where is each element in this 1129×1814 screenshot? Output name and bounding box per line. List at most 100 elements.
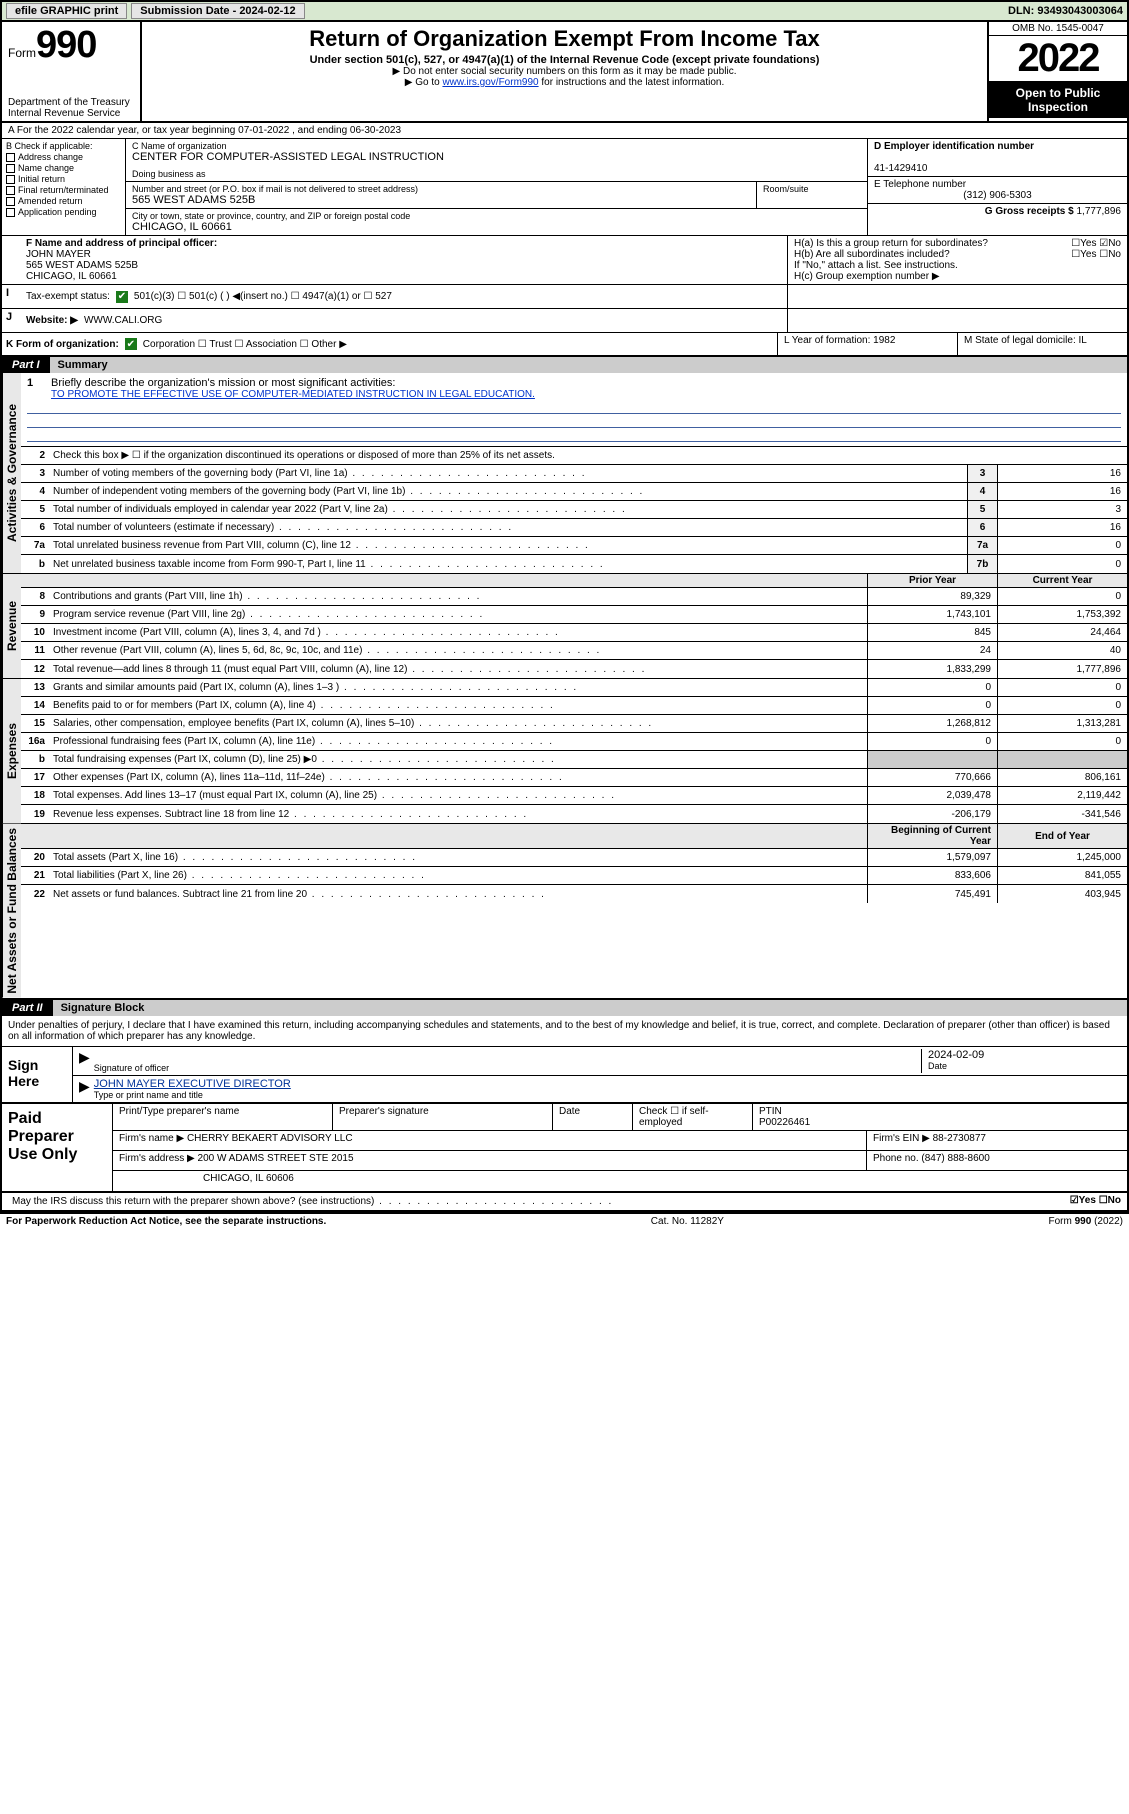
- j-lbl: J: [2, 309, 22, 332]
- ln-box: 7a: [967, 537, 997, 554]
- h-box: H(a) Is this a group return for subordin…: [787, 236, 1127, 284]
- cy-val: 1,753,392: [997, 606, 1127, 623]
- firm-ein: 88-2730877: [933, 1133, 986, 1144]
- checkbox[interactable]: [6, 164, 15, 173]
- ln-txt: Number of voting members of the governin…: [49, 467, 967, 480]
- py-val: 1,579,097: [867, 849, 997, 866]
- irs-label: Internal Revenue Service: [8, 108, 134, 119]
- checkbox[interactable]: [6, 208, 15, 217]
- declaration: Under penalties of perjury, I declare th…: [2, 1016, 1127, 1047]
- dln: DLN: 93493043003064: [1008, 5, 1123, 17]
- row-bcd: B Check if applicable: Address changeNam…: [2, 139, 1127, 236]
- website[interactable]: WWW.CALI.ORG: [84, 315, 162, 326]
- ln-txt: Total fundraising expenses (Part IX, col…: [49, 753, 867, 766]
- py-val: 845: [867, 624, 997, 641]
- submission-btn[interactable]: Submission Date - 2024-02-12: [131, 3, 304, 19]
- ptin: P00226461: [759, 1117, 810, 1128]
- sign-date: 2024-02-09: [928, 1049, 1121, 1061]
- cy-val: 1,777,896: [997, 660, 1127, 678]
- gross: 1,777,896: [1077, 206, 1122, 217]
- eoy-hdr: End of Year: [997, 824, 1127, 848]
- py-val: 0: [867, 697, 997, 714]
- corp-check[interactable]: ✔: [125, 338, 137, 350]
- ln-txt: Revenue less expenses. Subtract line 18 …: [49, 808, 867, 821]
- paid-lbl: Paid Preparer Use Only: [2, 1104, 112, 1191]
- cy-val: 24,464: [997, 624, 1127, 641]
- ln-txt: Program service revenue (Part VIII, line…: [49, 608, 867, 621]
- checkbox[interactable]: [6, 197, 15, 206]
- omb: OMB No. 1545-0047: [989, 22, 1127, 36]
- form-word: Form: [8, 46, 36, 60]
- row-i: I Tax-exempt status: ✔ 501(c)(3) ☐ 501(c…: [2, 285, 1127, 309]
- ln1-lbl: Briefly describe the organization's miss…: [51, 377, 395, 389]
- ln-num: 5: [21, 504, 49, 515]
- street: 565 WEST ADAMS 525B: [132, 194, 750, 206]
- cy-val: 2,119,442: [997, 787, 1127, 804]
- hb-ans[interactable]: ☐Yes ☐No: [1071, 249, 1121, 260]
- rev-section: Revenue Prior YearCurrent Year 8Contribu…: [2, 574, 1127, 679]
- ln-txt: Net unrelated business taxable income fr…: [49, 558, 967, 571]
- py-val: [867, 751, 997, 768]
- cy-val: 0: [997, 733, 1127, 750]
- ln-num: b: [21, 754, 49, 765]
- note2-post: for instructions and the latest informat…: [539, 77, 725, 88]
- checkbox[interactable]: [6, 153, 15, 162]
- part1-title: Summary: [50, 357, 1127, 373]
- tel-lbl: E Telephone number: [874, 179, 966, 190]
- ln-val: 16: [997, 483, 1127, 500]
- ha-ans[interactable]: ☐Yes ☑No: [1071, 238, 1121, 249]
- ln-txt: Total unrelated business revenue from Pa…: [49, 539, 967, 552]
- py-val: 0: [867, 733, 997, 750]
- ln-val: 0: [997, 537, 1127, 554]
- ln-txt: Professional fundraising fees (Part IX, …: [49, 735, 867, 748]
- cy-val: 40: [997, 642, 1127, 659]
- note2: ▶ Go to www.irs.gov/Form990 for instruct…: [146, 77, 983, 88]
- row-j: J Website: ▶ WWW.CALI.ORG: [2, 309, 1127, 333]
- tax-status-lbl: Tax-exempt status:: [26, 291, 110, 302]
- part2-num: Part II: [2, 1000, 53, 1016]
- ln-num: 16a: [21, 736, 49, 747]
- net-section: Net Assets or Fund Balances Beginning of…: [2, 824, 1127, 1000]
- ln-box: 4: [967, 483, 997, 500]
- ln-num: 6: [21, 522, 49, 533]
- city-box: City or town, state or province, country…: [126, 209, 867, 235]
- part2-hdr: Part II Signature Block: [2, 1000, 1127, 1016]
- irs-link[interactable]: www.irs.gov/Form990: [442, 77, 538, 88]
- ln-num: 13: [21, 682, 49, 693]
- mission: TO PROMOTE THE EFFECTIVE USE OF COMPUTER…: [51, 389, 1121, 400]
- officer-print: JOHN MAYER EXECUTIVE DIRECTOR: [94, 1078, 291, 1090]
- efile-btn[interactable]: efile GRAPHIC print: [6, 3, 127, 19]
- checkbox[interactable]: [6, 186, 15, 195]
- ein-box: D Employer identification number 41-1429…: [868, 139, 1127, 177]
- ein: 41-1429410: [874, 163, 927, 174]
- ln-num: 22: [21, 889, 49, 900]
- ln-box: 6: [967, 519, 997, 536]
- tel-box: E Telephone number (312) 906-5303: [868, 177, 1127, 204]
- discuss-ans[interactable]: ☑Yes ☐No: [1070, 1195, 1121, 1208]
- ln-txt: Contributions and grants (Part VIII, lin…: [49, 590, 867, 603]
- street-box: Number and street (or P.O. box if mail i…: [126, 182, 757, 208]
- 501c3-check[interactable]: ✔: [116, 291, 128, 303]
- hdr-left: Form 990 Department of the Treasury Inte…: [2, 22, 142, 121]
- ln-txt: Salaries, other compensation, employee b…: [49, 717, 867, 730]
- date-lbl: Date: [928, 1061, 1121, 1071]
- firm-addr-lbl: Firm's address ▶: [119, 1153, 195, 1164]
- discuss-row: May the IRS discuss this return with the…: [2, 1193, 1127, 1212]
- py-val: 770,666: [867, 769, 997, 786]
- ln-num: 11: [21, 645, 49, 656]
- checkbox[interactable]: [6, 175, 15, 184]
- ln-num: 7a: [21, 540, 49, 551]
- b-hdr: B Check if applicable:: [6, 141, 121, 151]
- firm-name: CHERRY BEKAERT ADVISORY LLC: [187, 1133, 353, 1144]
- ln-num: 9: [21, 609, 49, 620]
- i-lbl: I: [2, 285, 22, 308]
- l-year: L Year of formation: 1982: [777, 333, 957, 355]
- f-lbl: F Name and address of principal officer:: [26, 238, 217, 249]
- note2-pre: ▶ Go to: [405, 77, 443, 88]
- firm-ein-lbl: Firm's EIN ▶: [873, 1133, 930, 1144]
- ln1-num: 1: [27, 377, 51, 389]
- cy-hdr: Current Year: [997, 574, 1127, 587]
- py-val: -206,179: [867, 805, 997, 823]
- ln2-num: 2: [21, 450, 49, 461]
- ln-txt: Benefits paid to or for members (Part IX…: [49, 699, 867, 712]
